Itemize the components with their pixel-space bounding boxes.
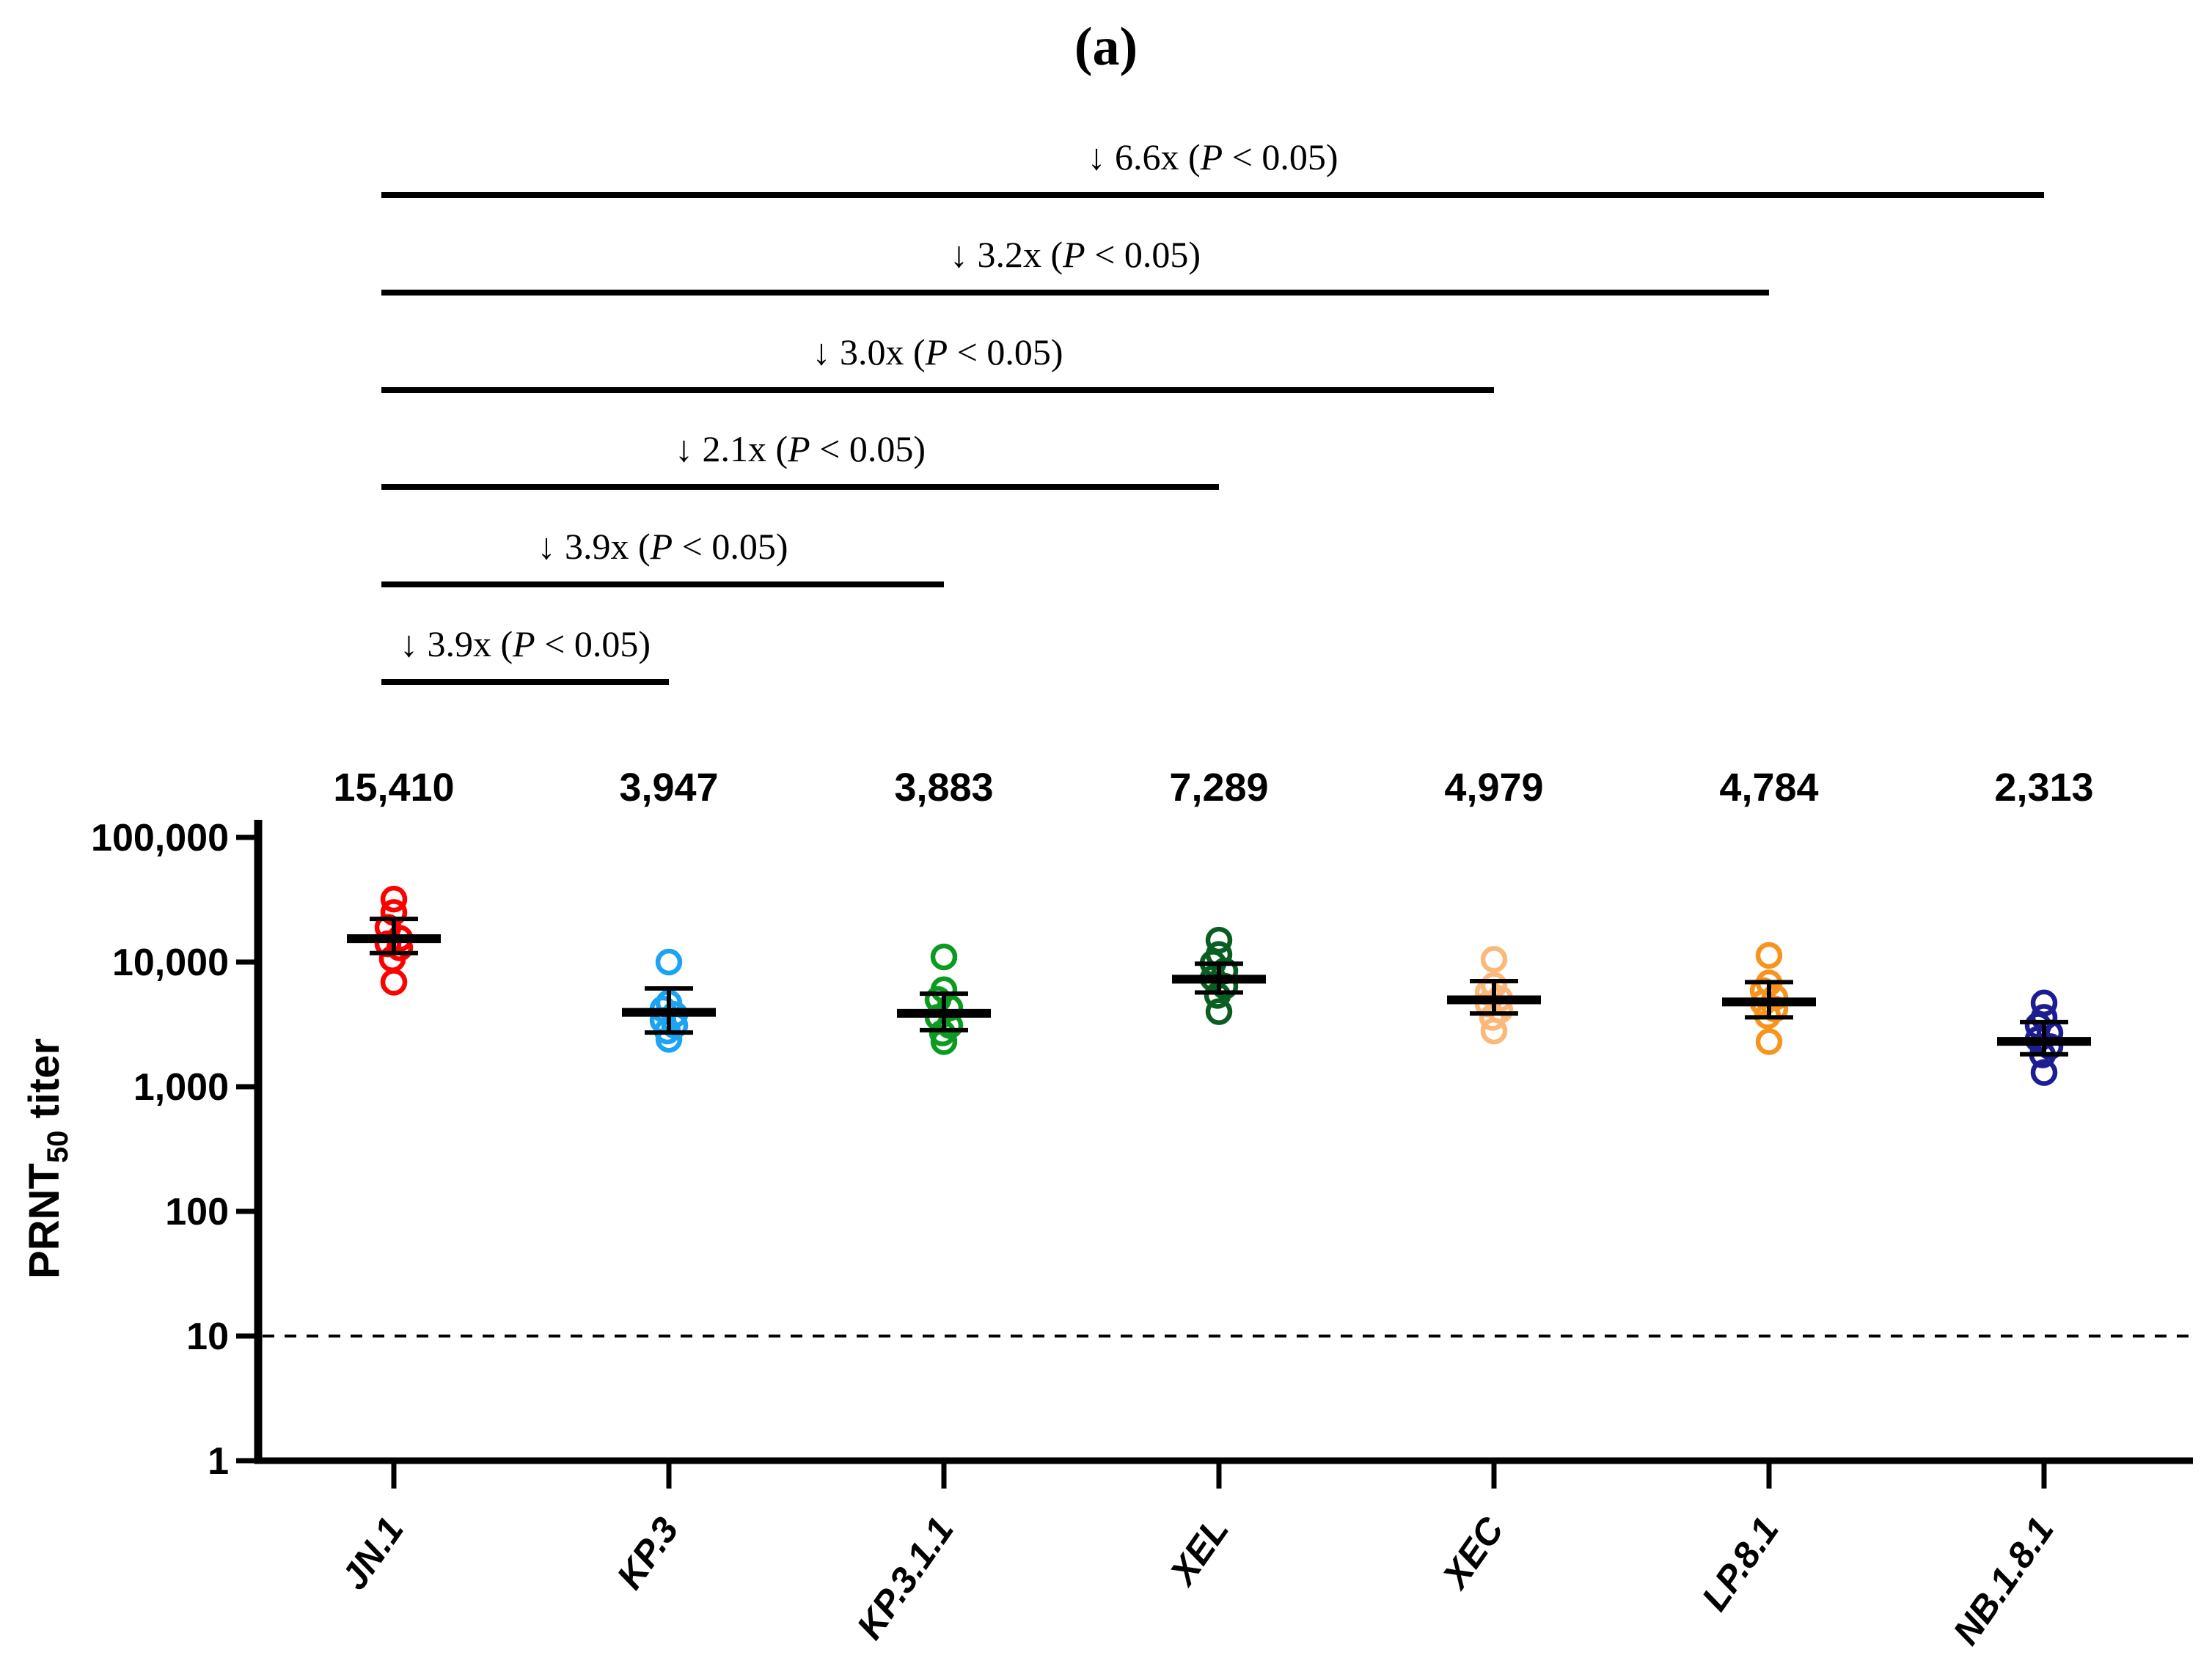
- data-point-LP.8.1: [1755, 942, 1783, 969]
- data-point-JN.1: [380, 885, 408, 913]
- data-point-XEC: [1480, 946, 1508, 973]
- data-point-XEL: [1205, 926, 1233, 954]
- y-tick-label: 1: [208, 1440, 229, 1483]
- gmt-label-JN.1: 15,410: [333, 766, 454, 810]
- data-point-XEC: [1480, 1017, 1508, 1045]
- y-tick-label: 10,000: [112, 942, 229, 984]
- x-label-LP.8.1: LP.8.1: [1693, 1510, 1787, 1618]
- data-point-NB.1.8.1: [2030, 1059, 2058, 1086]
- data-point-KP.3: [655, 948, 683, 976]
- gmt-label-NB.1.8.1: 2,313: [1994, 766, 2093, 810]
- x-label-XEC: XEC: [1433, 1509, 1512, 1597]
- comparison-label-KP.3: ↓ 3.9x (P < 0.05): [400, 623, 651, 664]
- x-label-XEL: XEL: [1161, 1510, 1237, 1593]
- x-label-KP.3: KP.3: [609, 1510, 686, 1596]
- y-tick-label: 100,000: [91, 817, 229, 859]
- y-axis-title: PRNT50 titer: [21, 1038, 74, 1279]
- gmt-label-KP.3: 3,947: [619, 766, 718, 810]
- data-point-XEL: [1205, 998, 1233, 1025]
- comparison-label-KP.3.1.1: ↓ 3.9x (P < 0.05): [537, 526, 788, 567]
- y-tick-label: 10: [186, 1315, 229, 1358]
- gmt-label-XEL: 7,289: [1169, 766, 1268, 810]
- x-label-NB.1.8.1: NB.1.8.1: [1945, 1510, 2062, 1652]
- data-point-LP.8.1: [1755, 1028, 1783, 1055]
- comparison-label-XEL: ↓ 2.1x (P < 0.05): [675, 428, 926, 469]
- comparison-label-LP.8.1: ↓ 3.2x (P < 0.05): [950, 234, 1201, 275]
- y-tick-label: 100: [165, 1191, 229, 1233]
- gmt-label-LP.8.1: 4,784: [1719, 766, 1818, 810]
- data-point-KP.3.1.1: [930, 943, 958, 971]
- gmt-label-XEC: 4,979: [1444, 766, 1543, 810]
- x-label-JN.1: JN.1: [334, 1510, 411, 1597]
- comparison-label-NB.1.8.1: ↓ 6.6x (P < 0.05): [1087, 136, 1338, 177]
- data-point-JN.1: [380, 969, 408, 996]
- comparison-label-XEC: ↓ 3.0x (P < 0.05): [812, 331, 1063, 373]
- gmt-label-KP.3.1.1: 3,883: [894, 766, 993, 810]
- y-tick-label: 1,000: [133, 1066, 229, 1109]
- panel-title: (a): [1074, 17, 1138, 77]
- x-label-KP.3.1.1: KP.3.1.1: [849, 1510, 962, 1646]
